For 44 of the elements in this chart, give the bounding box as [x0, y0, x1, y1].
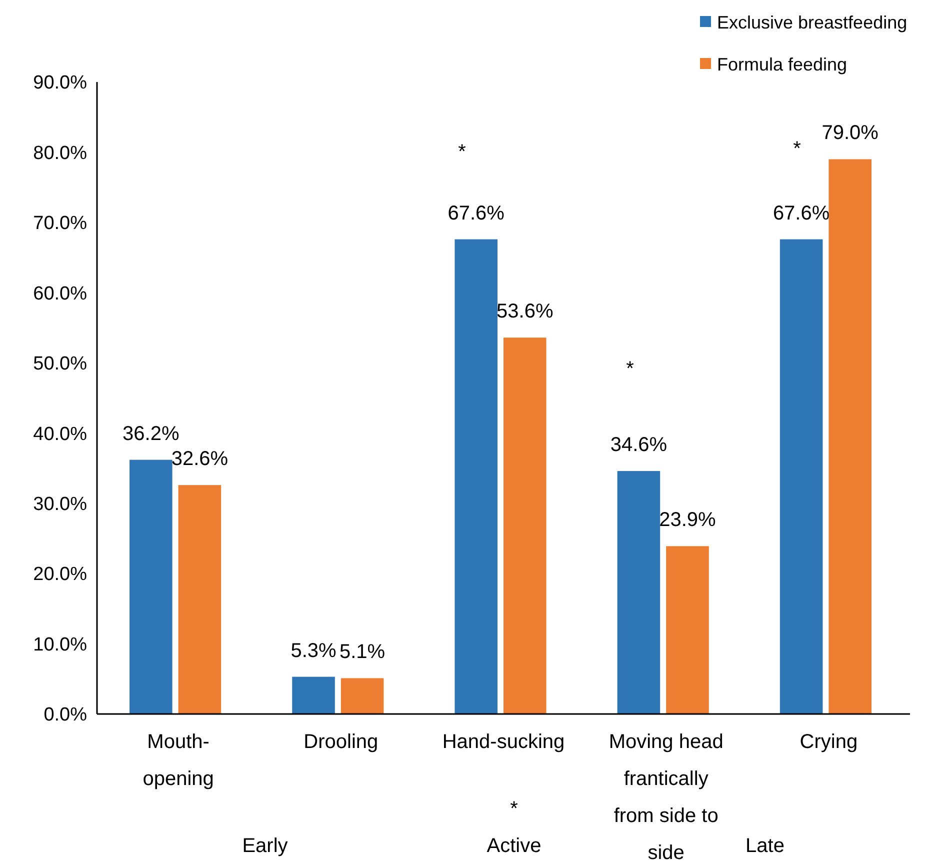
annotation: * [793, 138, 802, 160]
x-tick-label: Mouth-opening [142, 731, 214, 790]
data-label: 67.6% [448, 202, 505, 224]
y-tick-label: 30.0% [33, 494, 88, 515]
x-tick-label: Moving head frantically from side to side [608, 731, 724, 863]
data-label: 32.6% [171, 448, 228, 470]
annotation: * [458, 141, 466, 163]
data-label: 67.6% [772, 202, 830, 224]
bar [666, 546, 709, 714]
bar [617, 471, 660, 714]
text: * [510, 798, 518, 820]
bar [454, 239, 498, 714]
data-label: 34.6% [610, 434, 668, 456]
data-label: 36.2% [122, 422, 180, 445]
y-tick-label: 70.0% [33, 213, 88, 234]
text: Late [746, 835, 784, 857]
y-tick-label: 50.0% [33, 354, 88, 375]
annotation: * [626, 358, 634, 380]
y-tick-label: 10.0% [33, 634, 88, 656]
y-tick-label: 40.0% [33, 424, 88, 445]
data-label: 5.1% [339, 641, 386, 664]
y-tick-label: 80.0% [33, 142, 88, 164]
text: Active [486, 835, 542, 857]
bar [780, 239, 823, 714]
x-tick-label: Drooling [304, 731, 378, 753]
bar [130, 460, 172, 714]
x-tick-label: Crying [800, 731, 858, 753]
data-label: 5.3% [290, 640, 337, 662]
x-tick-label: Hand-sucking [442, 731, 565, 753]
bar [292, 676, 335, 714]
y-tick-label: 0.0% [44, 704, 88, 726]
legend-label: Formula feeding [717, 54, 848, 74]
bar [504, 338, 546, 714]
data-label: 79.0% [822, 122, 879, 144]
legend-label: Exclusive breastfeeding [717, 12, 908, 32]
text: Early [242, 835, 288, 857]
bar [178, 485, 222, 714]
y-tick-label: 20.0% [33, 564, 88, 586]
y-tick-label: 60.0% [33, 283, 88, 304]
y-tick-label: 90.0% [33, 72, 88, 94]
bar [828, 159, 872, 714]
data-label: 53.6% [496, 300, 554, 323]
data-label: 23.9% [659, 509, 716, 532]
bar [340, 678, 384, 714]
